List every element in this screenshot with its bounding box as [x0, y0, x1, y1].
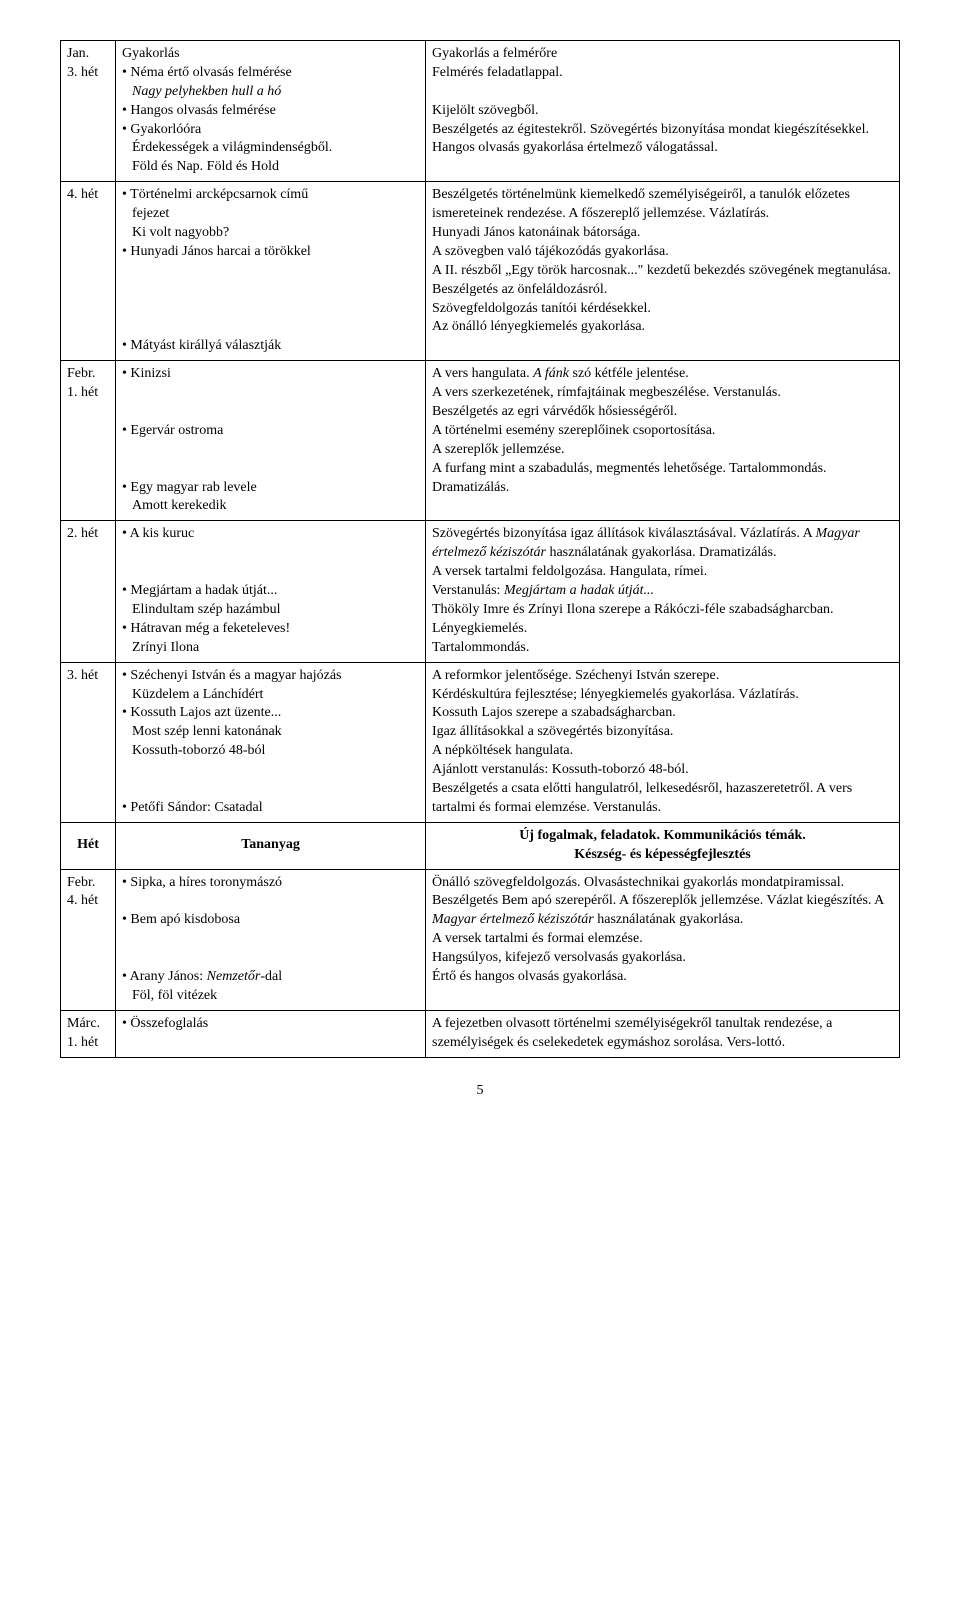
- table-row: Febr.4. hétSipka, a híres toronymászó Be…: [61, 869, 900, 1010]
- material-cell: GyakorlásNéma értő olvasás felméréseNagy…: [116, 41, 426, 182]
- notes-cell: A fejezetben olvasott történelmi személy…: [426, 1010, 900, 1057]
- table-row: Jan.3. hétGyakorlásNéma értő olvasás fel…: [61, 41, 900, 182]
- notes-cell: Beszélgetés történelmünk kiemelkedő szem…: [426, 182, 900, 361]
- table-row: HétTananyagÚj fogalmak, feladatok. Kommu…: [61, 822, 900, 869]
- notes-cell: Gyakorlás a felmérőreFelmérés feladatlap…: [426, 41, 900, 182]
- week-cell: 3. hét: [61, 662, 116, 822]
- notes-cell: Szövegértés bizonyítása igaz állítások k…: [426, 521, 900, 662]
- material-cell: Történelmi arcképcsarnok címűfejezetKi v…: [116, 182, 426, 361]
- curriculum-table: Jan.3. hétGyakorlásNéma értő olvasás fel…: [60, 40, 900, 1058]
- week-cell: Febr.1. hét: [61, 361, 116, 521]
- material-cell: Sipka, a híres toronymászó Bem apó kisdo…: [116, 869, 426, 1010]
- material-cell: Széchenyi István és a magyar hajózásKüzd…: [116, 662, 426, 822]
- notes-cell: Önálló szövegfeldolgozás. Olvasástechnik…: [426, 869, 900, 1010]
- week-cell: Jan.3. hét: [61, 41, 116, 182]
- material-cell: Kinizsi Egervár ostroma Egy magyar rab l…: [116, 361, 426, 521]
- notes-cell: A vers hangulata. A fánk szó kétféle jel…: [426, 361, 900, 521]
- notes-cell: A reformkor jelentősége. Széchenyi Istvá…: [426, 662, 900, 822]
- week-cell: Márc.1. hét: [61, 1010, 116, 1057]
- week-cell: 2. hét: [61, 521, 116, 662]
- notes-cell: Új fogalmak, feladatok. Kommunikációs té…: [426, 822, 900, 869]
- material-cell: Tananyag: [116, 822, 426, 869]
- table-row: Márc.1. hétÖsszefoglalásA fejezetben olv…: [61, 1010, 900, 1057]
- table-row: Febr.1. hétKinizsi Egervár ostroma Egy m…: [61, 361, 900, 521]
- material-cell: A kis kuruc Megjártam a hadak útját...El…: [116, 521, 426, 662]
- table-row: 3. hétSzéchenyi István és a magyar hajóz…: [61, 662, 900, 822]
- material-cell: Összefoglalás: [116, 1010, 426, 1057]
- page-number: 5: [60, 1082, 900, 1101]
- week-cell: Febr.4. hét: [61, 869, 116, 1010]
- week-cell: Hét: [61, 822, 116, 869]
- table-row: 2. hétA kis kuruc Megjártam a hadak útjá…: [61, 521, 900, 662]
- week-cell: 4. hét: [61, 182, 116, 361]
- table-row: 4. hétTörténelmi arcképcsarnok címűfejez…: [61, 182, 900, 361]
